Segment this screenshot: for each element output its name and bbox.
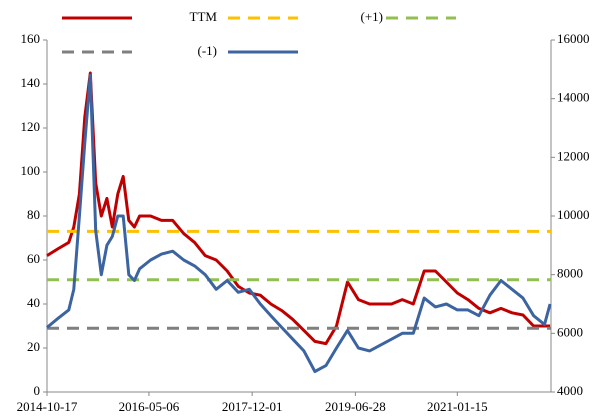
y-tick-label: 60 xyxy=(27,251,40,266)
y-tick-label: 20 xyxy=(27,339,40,354)
y2-tick-label: 12000 xyxy=(557,148,590,163)
y2-tick-label: 16000 xyxy=(557,31,590,46)
y-tick-label: 140 xyxy=(21,75,41,90)
y2-tick-label: 6000 xyxy=(557,324,583,339)
y-tick-label: 100 xyxy=(21,163,41,178)
x-tick-label: 2016-05-06 xyxy=(119,399,180,414)
x-tick-label: 2014-10-17 xyxy=(17,399,78,414)
legend-label: TTM xyxy=(190,9,218,24)
y-tick-label: 40 xyxy=(27,295,40,310)
y2-tick-label: 14000 xyxy=(557,90,590,105)
legend-label: (-1) xyxy=(198,43,218,58)
y2-tick-label: 4000 xyxy=(557,383,583,398)
y-tick-label: 160 xyxy=(21,31,41,46)
x-tick-label: 2021-01-15 xyxy=(427,399,488,414)
y-tick-label: 120 xyxy=(21,119,41,134)
y-tick-label: 0 xyxy=(34,383,41,398)
legend-label: (+1) xyxy=(361,9,384,24)
series-line xyxy=(46,73,552,373)
y-tick-label: 80 xyxy=(27,207,40,222)
series-line xyxy=(46,71,551,346)
y2-tick-label: 8000 xyxy=(557,266,583,281)
y2-tick-label: 10000 xyxy=(557,207,590,222)
x-tick-label: 2017-12-01 xyxy=(222,399,283,414)
x-tick-label: 2019-06-28 xyxy=(325,399,386,414)
